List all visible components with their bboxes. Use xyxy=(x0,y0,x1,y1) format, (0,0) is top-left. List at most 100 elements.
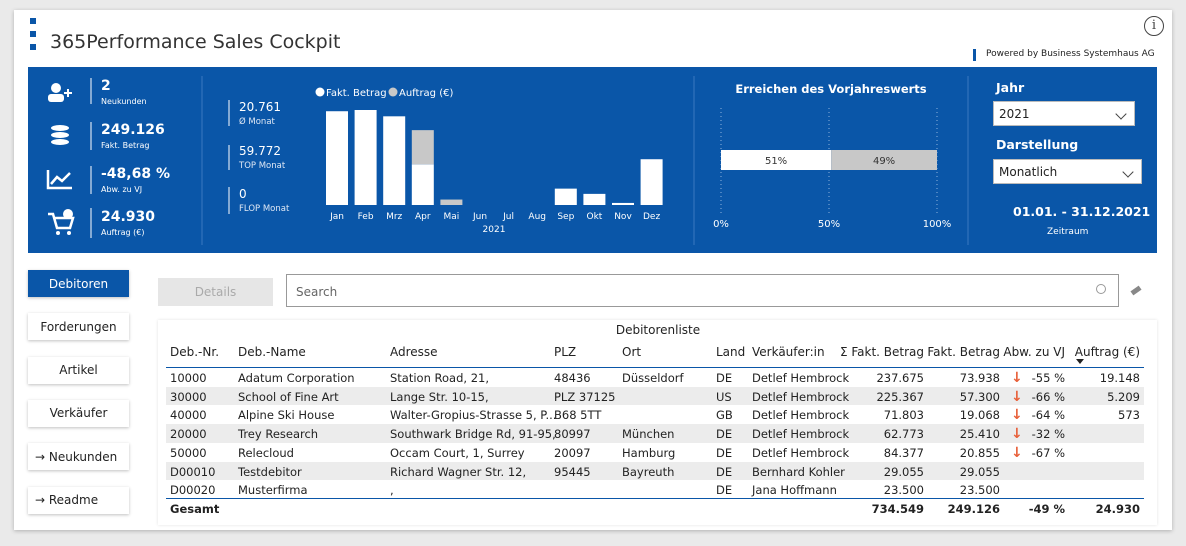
table-cell: 80997 xyxy=(554,427,591,442)
bar xyxy=(554,188,577,205)
table-cell: DE xyxy=(716,427,733,442)
x-tick-label: Jul xyxy=(502,212,514,222)
icon-cart xyxy=(56,231,60,235)
total-cell: 24.930 xyxy=(1095,502,1140,516)
icon-coins xyxy=(51,132,69,138)
legend-label: Fakt. Betrag xyxy=(326,88,387,99)
total-cell: Gesamt xyxy=(170,502,220,516)
sort-indicator xyxy=(1076,359,1084,364)
search-box[interactable]: Search xyxy=(286,274,1119,307)
kpi-value: 2 xyxy=(101,78,111,94)
table-cell: 29.055 xyxy=(959,464,1000,479)
tick-label: 100% xyxy=(923,219,952,230)
table-cell: D00010 xyxy=(170,464,216,479)
trend-arrow: ↓ xyxy=(1011,407,1023,424)
logo-dot xyxy=(30,18,36,24)
table-cell: DE xyxy=(716,445,733,460)
column-header: Land xyxy=(716,345,746,359)
icon-trend xyxy=(46,170,72,190)
table-cell: 57.300 xyxy=(959,389,1000,404)
x-tick-label: Sep xyxy=(557,212,574,222)
progress-segment xyxy=(831,150,937,170)
legend-marker xyxy=(388,87,398,97)
table-cell: US xyxy=(716,389,732,404)
table-cell: 237.675 xyxy=(876,371,924,385)
table-panel xyxy=(158,320,1157,525)
year-dropdown[interactable]: 2021 xyxy=(993,101,1135,126)
bar xyxy=(326,111,348,205)
nav-button[interactable]: Verkäufer xyxy=(28,399,129,427)
row-background xyxy=(166,424,1144,443)
nav-button[interactable]: → Readme xyxy=(28,486,129,514)
table-cell: 30000 xyxy=(170,389,207,404)
view-dropdown[interactable]: Monatlich xyxy=(993,159,1142,184)
details-button[interactable]: Details xyxy=(158,278,273,306)
row-background xyxy=(166,386,1144,406)
x-tick-label: Apr xyxy=(415,212,431,222)
nav-button[interactable]: Forderungen xyxy=(28,313,129,341)
table-cell: 71.803 xyxy=(883,408,924,423)
table-cell: 84.377 xyxy=(883,445,924,460)
table-cell: Station Road, 21, xyxy=(390,371,489,385)
column-header: PLZ xyxy=(554,345,577,359)
stat-value: 59.772 xyxy=(239,144,281,158)
progress-title: Erreichen des Vorjahreswerts xyxy=(735,82,926,96)
table-cell: School of Fine Art xyxy=(238,389,339,404)
table-cell: PLZ 37125 xyxy=(554,389,616,404)
table-cell: München xyxy=(622,427,675,442)
icon-cart xyxy=(63,209,73,219)
icon-coins xyxy=(51,139,69,145)
x-tick-label: Feb xyxy=(358,212,374,222)
row-background xyxy=(166,461,1144,481)
tick-label: 50% xyxy=(818,219,840,230)
table-cell: Detlef Hembrock xyxy=(752,445,850,460)
x-tick-label: Aug xyxy=(528,212,546,222)
table-cell: 29.055 xyxy=(883,464,924,479)
progress-label: 51% xyxy=(765,156,787,167)
table-cell: 50000 xyxy=(170,445,207,460)
table-cell: Detlef Hembrock xyxy=(752,427,850,442)
kpi-label: Neukunden xyxy=(101,97,147,106)
search-icon xyxy=(1096,284,1106,294)
column-header: Verkäufer:in xyxy=(752,345,825,359)
nav-button[interactable]: Artikel xyxy=(28,356,129,384)
table-cell: 23.500 xyxy=(959,483,1000,498)
table-cell: 573 xyxy=(1118,408,1140,423)
nav-button[interactable]: → Neukunden xyxy=(28,443,129,471)
x-tick-label: Dez xyxy=(643,212,660,222)
table-cell: , xyxy=(390,483,394,498)
stat-value: 20.761 xyxy=(239,100,281,114)
table-cell: 5.209 xyxy=(1107,389,1140,404)
powered-marker xyxy=(973,49,976,61)
table-cell: -55 % xyxy=(1031,371,1065,385)
kpi-value: 24.930 xyxy=(101,209,156,225)
kpi-value: 249.126 xyxy=(101,122,165,138)
bar xyxy=(440,199,463,205)
total-rule xyxy=(166,498,1144,499)
table-cell: B68 5TT xyxy=(554,408,602,423)
bar xyxy=(640,159,663,205)
table-cell: Jana Hoffmann xyxy=(752,483,837,498)
bar xyxy=(583,193,606,205)
table-cell: -66 % xyxy=(1031,389,1065,404)
table-cell: DE xyxy=(716,464,733,479)
logo-dot xyxy=(30,44,36,50)
bar xyxy=(411,164,434,205)
stat-value: 0 xyxy=(239,187,247,201)
column-header: Auftrag (€) xyxy=(1074,345,1140,359)
bar xyxy=(411,130,434,165)
nav-button[interactable]: Debitoren xyxy=(28,270,129,297)
icon-coins xyxy=(51,125,69,131)
table-title: Debitorenliste xyxy=(615,323,701,337)
column-header: Deb.-Nr. xyxy=(170,345,220,359)
column-header: Σ Fakt. Betrag xyxy=(839,345,924,359)
kpi-label: Fakt. Betrag xyxy=(101,141,150,150)
table-cell: 40000 xyxy=(170,408,207,423)
x-axis-label: 2021 xyxy=(483,225,506,235)
table-cell: 62.773 xyxy=(883,427,924,442)
kpi-banner xyxy=(28,67,1157,253)
panel-dividers xyxy=(201,76,969,245)
info-icon[interactable]: i xyxy=(1144,16,1164,36)
column-header: Abw. zu VJ xyxy=(1003,345,1065,359)
